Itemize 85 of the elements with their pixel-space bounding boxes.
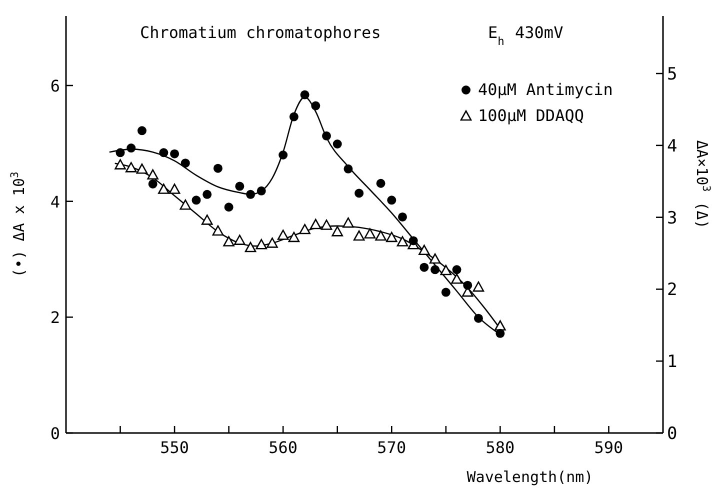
y-tick-label: 0 (50, 424, 60, 443)
point (376, 178, 386, 188)
point (137, 126, 146, 136)
point (474, 314, 483, 323)
point (114, 159, 126, 170)
point (223, 236, 234, 246)
point (375, 230, 386, 241)
point (441, 288, 450, 297)
x-tick-label: 590 (594, 438, 624, 457)
point (148, 179, 158, 188)
point (463, 280, 472, 290)
point (289, 112, 298, 122)
x-tick-label: 570 (377, 438, 406, 457)
point (344, 164, 353, 174)
point (201, 214, 213, 225)
point (224, 202, 234, 212)
point (277, 230, 289, 240)
point (472, 281, 484, 292)
point (213, 164, 222, 173)
point (353, 230, 365, 241)
point (320, 220, 332, 230)
point (158, 184, 170, 194)
x-tick-label: 560 (268, 438, 298, 457)
y2-tick-label: 3 (667, 208, 678, 228)
point (147, 169, 158, 180)
point (234, 234, 246, 245)
point (180, 199, 192, 210)
point (430, 265, 440, 274)
point (452, 265, 462, 274)
annotation: E$_{h}$ 430mV (488, 23, 564, 48)
point (451, 273, 462, 284)
point (386, 232, 398, 242)
point (364, 228, 376, 238)
point (125, 162, 137, 172)
point (299, 224, 310, 234)
y-tick-label: 4 (50, 192, 60, 212)
point (235, 182, 244, 191)
point (311, 101, 320, 110)
point (136, 163, 148, 174)
y2-tick-label: 4 (667, 136, 678, 156)
x-tick-label: 550 (160, 438, 189, 457)
point (212, 225, 224, 236)
x-tick-label: 580 (486, 438, 515, 457)
point (396, 236, 408, 246)
legend-label: 100μM DDAQQ (478, 106, 584, 125)
y2-tick-label: 1 (667, 352, 678, 372)
point (440, 264, 452, 276)
point (342, 217, 354, 228)
y-tick-label: 2 (50, 308, 60, 328)
point (496, 328, 505, 338)
point (180, 158, 190, 168)
point (322, 131, 332, 140)
y2-tick-label: 0 (667, 424, 678, 444)
point (408, 236, 418, 246)
y-tick-label: 6 (50, 76, 60, 96)
point (266, 238, 278, 248)
point (278, 150, 288, 160)
point (354, 188, 364, 198)
point (246, 190, 256, 199)
y2-tick-label: 5 (667, 64, 678, 85)
point (429, 253, 441, 264)
point (202, 190, 212, 199)
point (332, 226, 344, 236)
point (244, 242, 256, 252)
x-axis-title: Wavelength(nm) (466, 468, 594, 486)
point (168, 184, 180, 194)
point (126, 144, 136, 153)
legend-label: 40μM Antimycin (478, 80, 613, 99)
text: Chromatium chromatophores (140, 23, 381, 42)
point (256, 238, 268, 250)
point (387, 196, 396, 205)
point (288, 232, 300, 242)
point (332, 139, 342, 148)
point (310, 218, 322, 230)
point (170, 149, 180, 158)
point (256, 186, 266, 196)
point (192, 196, 201, 205)
point (494, 320, 506, 331)
point (418, 244, 430, 256)
point (116, 148, 125, 158)
y2-tick-label: 2 (667, 280, 678, 300)
point (300, 90, 310, 100)
point (159, 148, 168, 158)
point (420, 262, 429, 272)
point (398, 212, 407, 222)
